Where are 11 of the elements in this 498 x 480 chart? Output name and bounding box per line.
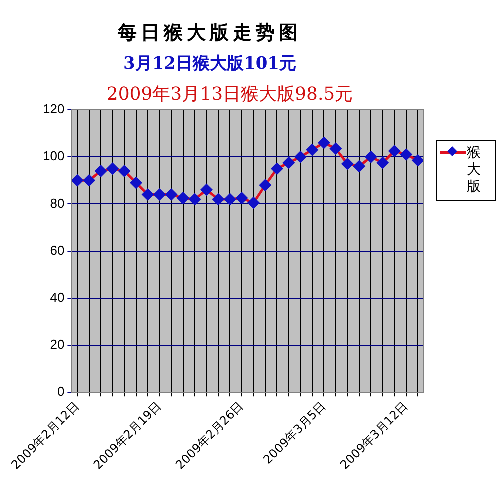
y-tick-label: 60 [50, 242, 65, 258]
chart-title: 每日猴大版走势图 [117, 21, 303, 46]
y-tick-label: 40 [50, 290, 65, 305]
chart-subtitle: 3月12日猴大版101元 [122, 53, 298, 75]
y-tick-label: 20 [50, 337, 65, 352]
y-tick-label: 100 [42, 148, 65, 164]
text: 2009年3月13日猴大版98.5元 [106, 84, 354, 105]
legend-label: 猴大版 [467, 145, 482, 196]
y-tick-label: 0 [57, 384, 65, 400]
y-tick-label: 120 [42, 102, 65, 117]
y-tick-label: 80 [50, 196, 65, 211]
